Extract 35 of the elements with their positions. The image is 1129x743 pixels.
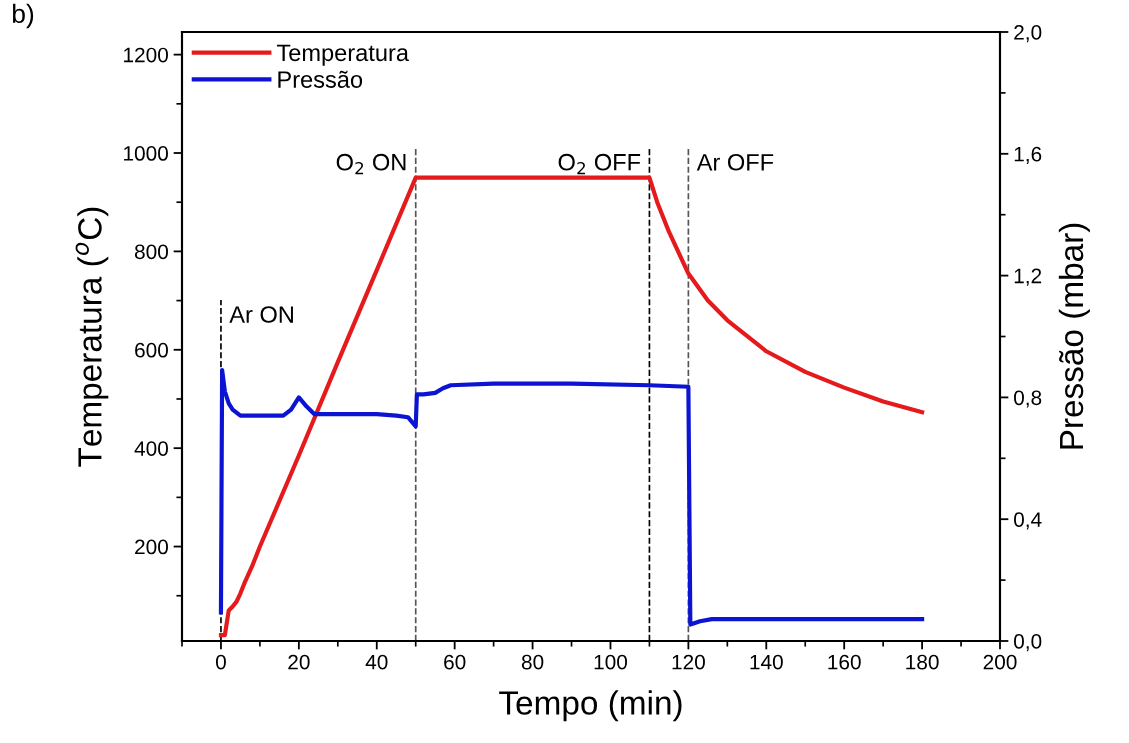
x-axis-title: Tempo (min) (499, 690, 682, 722)
ref-line-label: O$_{2}$ ON (336, 153, 406, 175)
y-tick-label: 1200 (124, 47, 168, 63)
y2-tick-label: 1,2 (1014, 268, 1042, 286)
x-tick-label: 200 (983, 654, 1017, 670)
y2-tick-label: 2,0 (1014, 25, 1042, 43)
y-axis-title: Temperatura ($^{o}$C) (75, 207, 109, 467)
y-tick-label: 200 (135, 539, 168, 555)
x-tick-label: 180 (906, 654, 939, 670)
text: b) (12, 3, 34, 29)
x-tick-label: 40 (365, 654, 388, 670)
y-tick-label: 800 (134, 244, 168, 260)
x-tick-label: 100 (594, 654, 628, 670)
y2-tick-label: 0,4 (1014, 512, 1042, 530)
legend-label: Pressão (278, 70, 363, 88)
ref-line-label: Ar ON (229, 306, 293, 323)
x-tick-label: 60 (444, 654, 466, 670)
x-tick-label: 20 (288, 654, 310, 670)
line-series (218, 175, 925, 638)
x-tick-label: 80 (521, 654, 544, 670)
x-tick-label: 160 (828, 654, 861, 670)
ref-line-label: Ar OFF (696, 153, 774, 171)
y2-tick-label: 1,6 (1014, 146, 1042, 165)
y-tick-label: 600 (135, 342, 168, 358)
x-tick-label: 140 (750, 654, 783, 670)
y-tick-label: 400 (134, 441, 168, 456)
x-tick-label: 0 (215, 654, 226, 670)
ref-line-label: O$_{2}$ OFF (558, 153, 641, 175)
legend-label: Temperatura (276, 44, 409, 66)
y2-tick-label: 0,8 (1014, 390, 1042, 408)
line-series (218, 367, 925, 627)
y2-axis-title: Pressão (mbar) (1058, 223, 1090, 449)
y-tick-label: 1000 (124, 146, 168, 161)
x-tick-label: 120 (672, 654, 705, 670)
y2-tick-label: 0,0 (1014, 634, 1042, 652)
